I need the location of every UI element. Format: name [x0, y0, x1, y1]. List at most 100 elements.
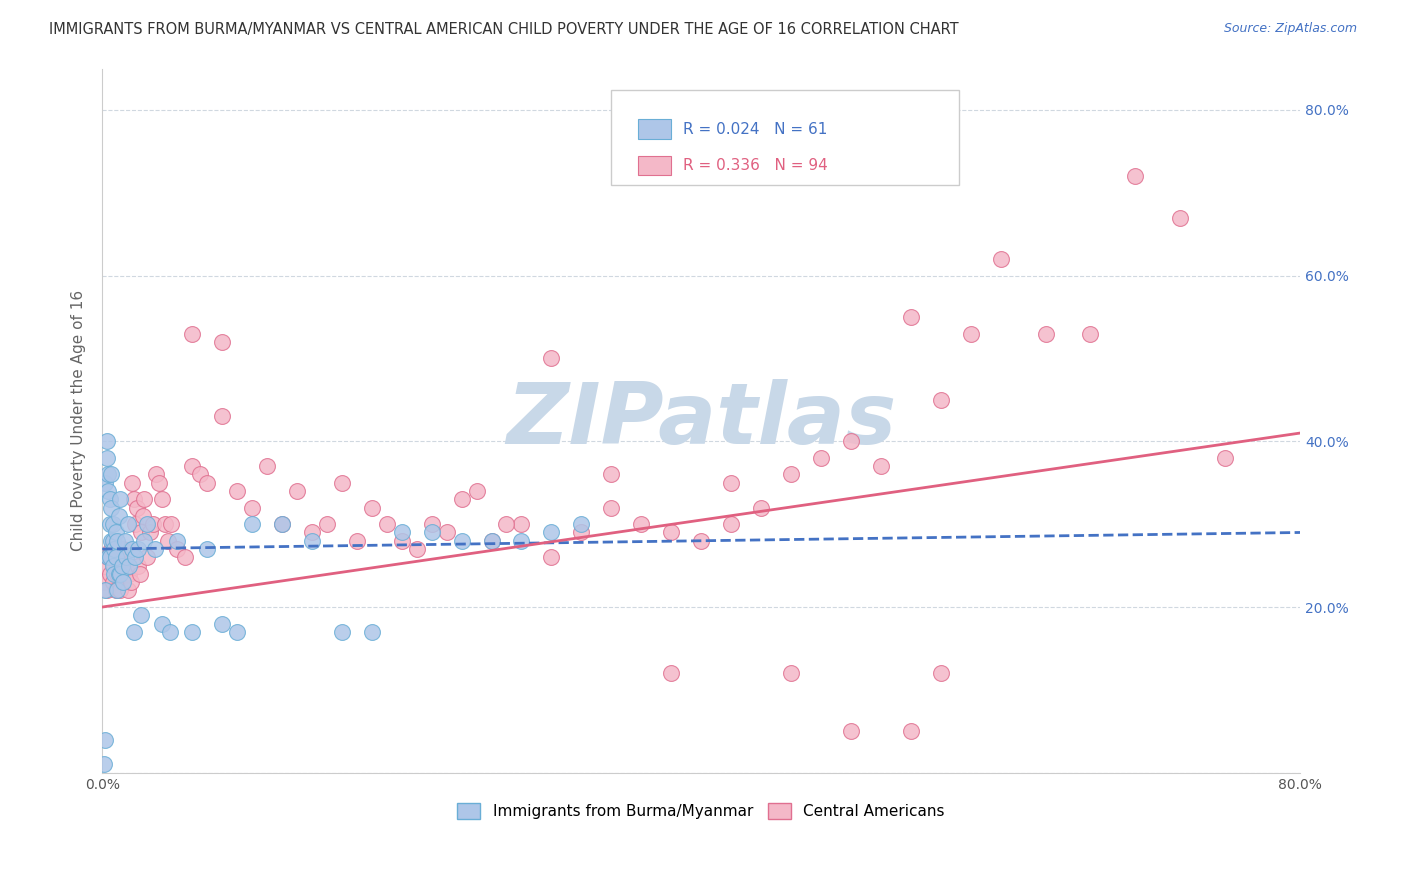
- Point: [112, 542, 135, 557]
- Text: IMMIGRANTS FROM BURMA/MYANMAR VS CENTRAL AMERICAN CHILD POVERTY UNDER THE AGE OF: IMMIGRANTS FROM BURMA/MYANMAR VS CENTRAL…: [49, 22, 959, 37]
- Point: [540, 525, 562, 540]
- Point: [181, 459, 204, 474]
- Point: [103, 558, 125, 573]
- Point: [114, 558, 136, 573]
- Point: [659, 525, 682, 540]
- Point: [107, 550, 129, 565]
- Point: [108, 566, 131, 581]
- Point: [98, 517, 121, 532]
- Point: [420, 517, 443, 532]
- Point: [97, 467, 120, 482]
- Point: [117, 583, 139, 598]
- Point: [98, 492, 121, 507]
- Point: [240, 500, 263, 515]
- Bar: [638, 156, 671, 176]
- Point: [105, 533, 128, 548]
- Point: [120, 575, 142, 590]
- Point: [211, 409, 233, 424]
- Point: [929, 666, 952, 681]
- Point: [600, 467, 623, 482]
- Point: [108, 583, 131, 598]
- Point: [869, 459, 891, 474]
- Point: [104, 550, 127, 565]
- Point: [240, 517, 263, 532]
- Point: [100, 500, 122, 515]
- Point: [1080, 326, 1102, 341]
- Point: [134, 492, 156, 507]
- Point: [100, 542, 122, 557]
- Point: [94, 475, 117, 490]
- Point: [749, 500, 772, 515]
- Point: [96, 434, 118, 449]
- Point: [121, 542, 143, 557]
- Point: [128, 566, 150, 581]
- Point: [111, 566, 134, 581]
- Point: [301, 525, 323, 540]
- Point: [124, 550, 146, 565]
- Point: [166, 533, 188, 548]
- Point: [103, 542, 125, 557]
- Point: [301, 533, 323, 548]
- Text: R = 0.024   N = 61: R = 0.024 N = 61: [683, 121, 828, 136]
- Point: [780, 666, 803, 681]
- Legend: Immigrants from Burma/Myanmar, Central Americans: Immigrants from Burma/Myanmar, Central A…: [451, 797, 950, 825]
- Point: [481, 533, 503, 548]
- Point: [173, 550, 195, 565]
- Point: [959, 326, 981, 341]
- Point: [93, 757, 115, 772]
- Point: [96, 450, 118, 465]
- Point: [780, 467, 803, 482]
- Point: [375, 517, 398, 532]
- Point: [900, 724, 922, 739]
- Bar: [638, 120, 671, 139]
- Point: [139, 525, 162, 540]
- Point: [810, 450, 832, 465]
- Point: [1125, 169, 1147, 184]
- Point: [100, 467, 122, 482]
- Point: [107, 566, 129, 581]
- Point: [600, 500, 623, 515]
- Point: [450, 533, 472, 548]
- Point: [330, 624, 353, 639]
- Point: [1035, 326, 1057, 341]
- Point: [105, 583, 128, 598]
- Point: [540, 550, 562, 565]
- Text: R = 0.336   N = 94: R = 0.336 N = 94: [683, 158, 828, 173]
- Point: [100, 533, 122, 548]
- Point: [226, 484, 249, 499]
- Point: [211, 616, 233, 631]
- Point: [315, 517, 337, 532]
- Point: [129, 608, 152, 623]
- Point: [93, 575, 115, 590]
- Point: [104, 583, 127, 598]
- Point: [96, 583, 118, 598]
- Point: [157, 533, 180, 548]
- Point: [510, 517, 533, 532]
- Point: [142, 517, 165, 532]
- Point: [181, 624, 204, 639]
- Text: ZIPatlas: ZIPatlas: [506, 379, 896, 462]
- Point: [465, 484, 488, 499]
- Point: [101, 575, 124, 590]
- Point: [97, 550, 120, 565]
- Point: [569, 517, 592, 532]
- Point: [97, 484, 120, 499]
- Point: [121, 475, 143, 490]
- Point: [94, 732, 117, 747]
- Point: [98, 550, 121, 565]
- Point: [129, 525, 152, 540]
- Y-axis label: Child Poverty Under the Age of 16: Child Poverty Under the Age of 16: [72, 290, 86, 551]
- Point: [420, 525, 443, 540]
- Point: [630, 517, 652, 532]
- Point: [360, 500, 382, 515]
- Point: [211, 334, 233, 349]
- Point: [481, 533, 503, 548]
- Point: [450, 492, 472, 507]
- Point: [101, 517, 124, 532]
- Point: [115, 566, 138, 581]
- Point: [105, 566, 128, 581]
- Point: [127, 542, 149, 557]
- Point: [94, 583, 117, 598]
- Point: [270, 517, 292, 532]
- Point: [117, 517, 139, 532]
